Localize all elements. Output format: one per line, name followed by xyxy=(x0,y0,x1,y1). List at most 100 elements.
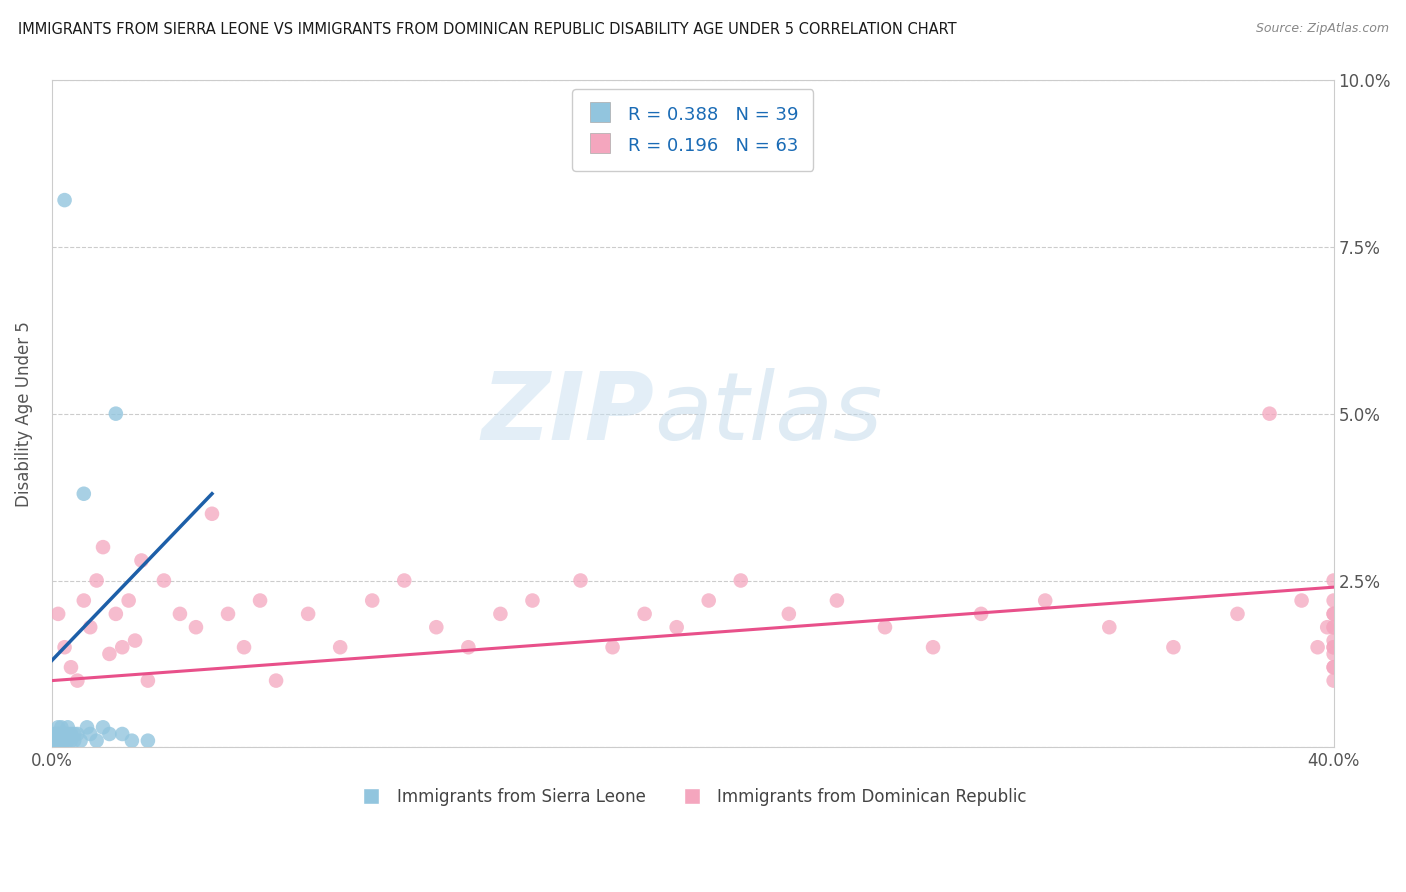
Point xyxy=(1323,620,1346,634)
Point xyxy=(46,727,69,741)
Point xyxy=(79,727,101,741)
Point xyxy=(104,607,127,621)
Point xyxy=(44,733,66,747)
Point xyxy=(1323,574,1346,588)
Point xyxy=(522,593,544,607)
Point xyxy=(264,673,287,688)
Point xyxy=(1226,607,1249,621)
Point xyxy=(1323,633,1346,648)
Point xyxy=(922,640,945,655)
Point xyxy=(51,740,73,755)
Point xyxy=(329,640,352,655)
Point xyxy=(131,553,153,567)
Point xyxy=(361,593,384,607)
Point xyxy=(86,733,108,747)
Point xyxy=(1323,607,1346,621)
Point xyxy=(1323,660,1346,674)
Point xyxy=(79,620,101,634)
Point xyxy=(53,727,76,741)
Point xyxy=(121,733,143,747)
Point xyxy=(1323,647,1346,661)
Point xyxy=(44,727,66,741)
Point xyxy=(46,740,69,755)
Point xyxy=(98,647,121,661)
Point xyxy=(457,640,479,655)
Point xyxy=(56,720,79,734)
Point xyxy=(1033,593,1056,607)
Point xyxy=(91,540,114,554)
Point xyxy=(970,607,993,621)
Point xyxy=(136,673,159,688)
Point xyxy=(46,720,69,734)
Point xyxy=(184,620,207,634)
Point xyxy=(51,727,73,741)
Point xyxy=(633,607,655,621)
Point xyxy=(425,620,447,634)
Point xyxy=(53,733,76,747)
Point xyxy=(169,607,191,621)
Point xyxy=(873,620,896,634)
Point xyxy=(1323,640,1346,655)
Point xyxy=(217,607,239,621)
Point xyxy=(76,720,98,734)
Point xyxy=(1163,640,1185,655)
Point xyxy=(51,720,73,734)
Y-axis label: Disability Age Under 5: Disability Age Under 5 xyxy=(15,321,32,507)
Point xyxy=(46,727,69,741)
Point xyxy=(46,607,69,621)
Point xyxy=(1258,407,1281,421)
Legend: Immigrants from Sierra Leone, Immigrants from Dominican Republic: Immigrants from Sierra Leone, Immigrants… xyxy=(352,781,1033,813)
Point xyxy=(44,740,66,755)
Text: Source: ZipAtlas.com: Source: ZipAtlas.com xyxy=(1256,22,1389,36)
Text: atlas: atlas xyxy=(654,368,883,459)
Text: ZIP: ZIP xyxy=(481,368,654,459)
Point xyxy=(44,727,66,741)
Point xyxy=(63,733,86,747)
Point xyxy=(569,574,592,588)
Point xyxy=(730,574,752,588)
Point xyxy=(1323,640,1346,655)
Point xyxy=(118,593,141,607)
Point xyxy=(201,507,224,521)
Point xyxy=(665,620,688,634)
Point xyxy=(66,673,89,688)
Point xyxy=(297,607,319,621)
Point xyxy=(153,574,176,588)
Point xyxy=(56,733,79,747)
Point xyxy=(394,574,416,588)
Point xyxy=(51,733,73,747)
Point xyxy=(602,640,624,655)
Point xyxy=(1316,620,1339,634)
Point xyxy=(46,733,69,747)
Point xyxy=(91,720,114,734)
Point xyxy=(53,640,76,655)
Point xyxy=(1323,607,1346,621)
Point xyxy=(44,733,66,747)
Point xyxy=(1098,620,1121,634)
Point xyxy=(51,733,73,747)
Point xyxy=(104,407,127,421)
Point xyxy=(111,640,134,655)
Point xyxy=(63,727,86,741)
Point xyxy=(136,733,159,747)
Point xyxy=(778,607,800,621)
Point xyxy=(249,593,271,607)
Point xyxy=(59,660,82,674)
Point xyxy=(697,593,720,607)
Point xyxy=(56,727,79,741)
Point xyxy=(98,727,121,741)
Point xyxy=(124,633,146,648)
Point xyxy=(73,593,96,607)
Point xyxy=(1306,640,1329,655)
Point xyxy=(1323,593,1346,607)
Point xyxy=(86,574,108,588)
Point xyxy=(46,733,69,747)
Point xyxy=(59,727,82,741)
Point xyxy=(69,733,91,747)
Point xyxy=(1291,593,1313,607)
Text: IMMIGRANTS FROM SIERRA LEONE VS IMMIGRANTS FROM DOMINICAN REPUBLIC DISABILITY AG: IMMIGRANTS FROM SIERRA LEONE VS IMMIGRAN… xyxy=(18,22,957,37)
Point xyxy=(53,193,76,207)
Point xyxy=(825,593,848,607)
Point xyxy=(59,733,82,747)
Point xyxy=(73,487,96,501)
